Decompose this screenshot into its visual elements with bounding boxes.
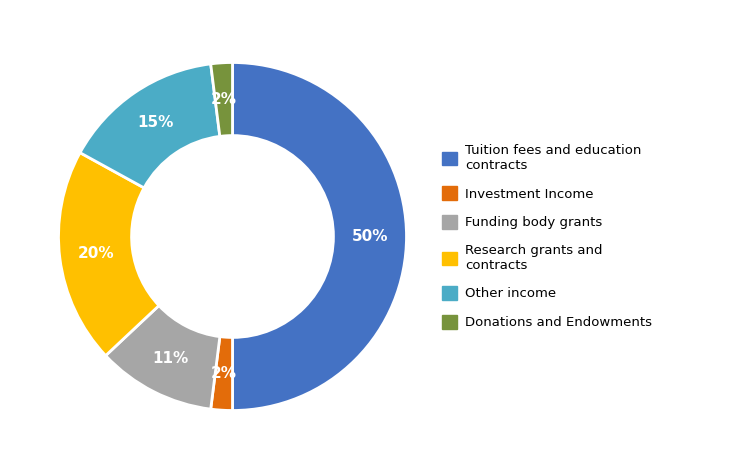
Wedge shape bbox=[106, 306, 220, 409]
Wedge shape bbox=[211, 62, 232, 136]
Wedge shape bbox=[232, 62, 406, 411]
Wedge shape bbox=[80, 64, 220, 188]
Text: 50%: 50% bbox=[352, 229, 389, 244]
Text: 2%: 2% bbox=[211, 366, 237, 381]
Text: 20%: 20% bbox=[78, 246, 115, 261]
Wedge shape bbox=[211, 337, 232, 411]
Legend: Tuition fees and education
contracts, Investment Income, Funding body grants, Re: Tuition fees and education contracts, In… bbox=[442, 144, 652, 329]
Text: 11%: 11% bbox=[152, 351, 188, 367]
Text: 2%: 2% bbox=[211, 92, 237, 107]
Wedge shape bbox=[58, 153, 159, 356]
Text: 15%: 15% bbox=[137, 115, 173, 130]
